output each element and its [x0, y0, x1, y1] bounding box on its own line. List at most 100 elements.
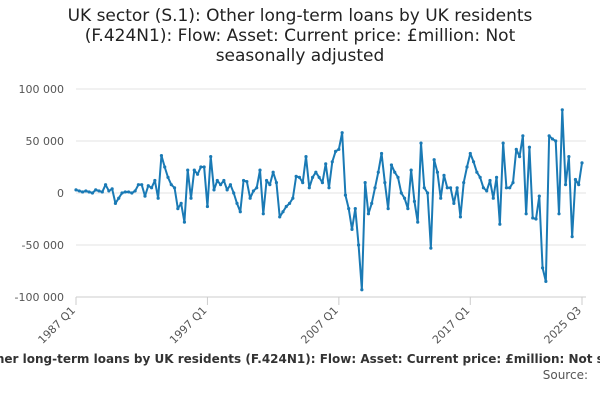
- data-point: [126, 190, 131, 194]
- data-point: [212, 188, 216, 192]
- data-point: [103, 183, 108, 187]
- data-point: [514, 147, 518, 151]
- data-point: [356, 243, 361, 247]
- data-point: [343, 193, 348, 197]
- y-tick-label: -50 000: [22, 239, 64, 252]
- data-point: [287, 201, 292, 205]
- data-point: [149, 186, 154, 190]
- data-point: [222, 178, 226, 183]
- data-point: [567, 155, 571, 159]
- data-point: [350, 227, 354, 231]
- data-point: [471, 160, 476, 164]
- data-point: [550, 137, 555, 141]
- y-tick-label: 100 000: [19, 83, 65, 96]
- data-point: [501, 141, 505, 145]
- data-point: [291, 196, 295, 200]
- data-point: [278, 215, 282, 219]
- data-point: [74, 188, 78, 192]
- data-point: [136, 183, 141, 187]
- data-point: [117, 196, 121, 200]
- data-point: [442, 173, 446, 177]
- data-point: [87, 190, 91, 194]
- data-point: [153, 178, 157, 183]
- y-tick-label: 0: [57, 187, 64, 200]
- series-line: [75, 108, 583, 291]
- data-point: [508, 186, 512, 190]
- data-point: [307, 186, 311, 190]
- data-point: [412, 199, 417, 203]
- data-point: [310, 175, 315, 179]
- data-point: [195, 172, 200, 176]
- data-point: [468, 151, 472, 156]
- data-point: [488, 178, 492, 183]
- data-point: [301, 181, 305, 185]
- data-point: [386, 207, 390, 211]
- data-point: [363, 181, 367, 185]
- data-point: [396, 175, 400, 179]
- data-point: [432, 158, 436, 162]
- data-point: [360, 288, 364, 292]
- data-point: [534, 217, 538, 221]
- data-point: [172, 186, 177, 190]
- data-point: [376, 170, 380, 174]
- data-point: [228, 183, 233, 187]
- data-point: [540, 266, 545, 270]
- data-point: [163, 165, 167, 169]
- data-point: [258, 168, 262, 172]
- data-point: [113, 201, 118, 205]
- data-point: [202, 165, 206, 169]
- data-point: [251, 189, 256, 193]
- data-point: [524, 212, 528, 216]
- data-point: [110, 187, 114, 191]
- data-point: [563, 183, 568, 187]
- data-point: [409, 168, 413, 172]
- data-point: [215, 178, 219, 183]
- data-point: [297, 175, 302, 179]
- data-point: [366, 212, 371, 216]
- data-point: [268, 183, 272, 187]
- data-point: [547, 134, 551, 138]
- data-point: [485, 189, 489, 193]
- x-tick-label: 2025 Q3: [542, 304, 585, 347]
- data-point: [245, 179, 249, 184]
- x-tick-label: 2007 Q1: [298, 304, 341, 347]
- data-point: [373, 186, 377, 190]
- data-point: [389, 163, 394, 167]
- data-point: [379, 151, 384, 156]
- data-point: [80, 190, 85, 194]
- data-point: [317, 175, 321, 179]
- data-point: [439, 196, 443, 200]
- data-point: [383, 181, 387, 185]
- data-point: [264, 178, 269, 183]
- data-point: [347, 207, 351, 211]
- data-point: [241, 178, 246, 183]
- data-point: [192, 168, 196, 172]
- data-point: [330, 160, 334, 164]
- data-point: [399, 191, 403, 195]
- data-point: [199, 165, 203, 169]
- data-point: [271, 170, 275, 174]
- y-tick-label: 50 000: [26, 135, 65, 148]
- data-point: [491, 196, 495, 200]
- data-point: [393, 170, 397, 174]
- data-point: [320, 181, 325, 185]
- data-point: [232, 191, 236, 195]
- data-point: [429, 246, 433, 250]
- data-point: [445, 186, 449, 190]
- data-point: [209, 155, 213, 159]
- data-point: [107, 189, 111, 193]
- data-point: [156, 196, 160, 200]
- data-point: [435, 170, 440, 174]
- data-point: [100, 190, 104, 194]
- data-point: [425, 191, 430, 195]
- data-point: [494, 175, 499, 179]
- data-point: [448, 186, 453, 190]
- data-point: [521, 134, 525, 138]
- data-point: [146, 184, 150, 188]
- data-point: [225, 188, 229, 192]
- data-point: [261, 212, 265, 216]
- data-point: [218, 183, 223, 187]
- data-point: [166, 175, 170, 179]
- data-point: [531, 216, 535, 220]
